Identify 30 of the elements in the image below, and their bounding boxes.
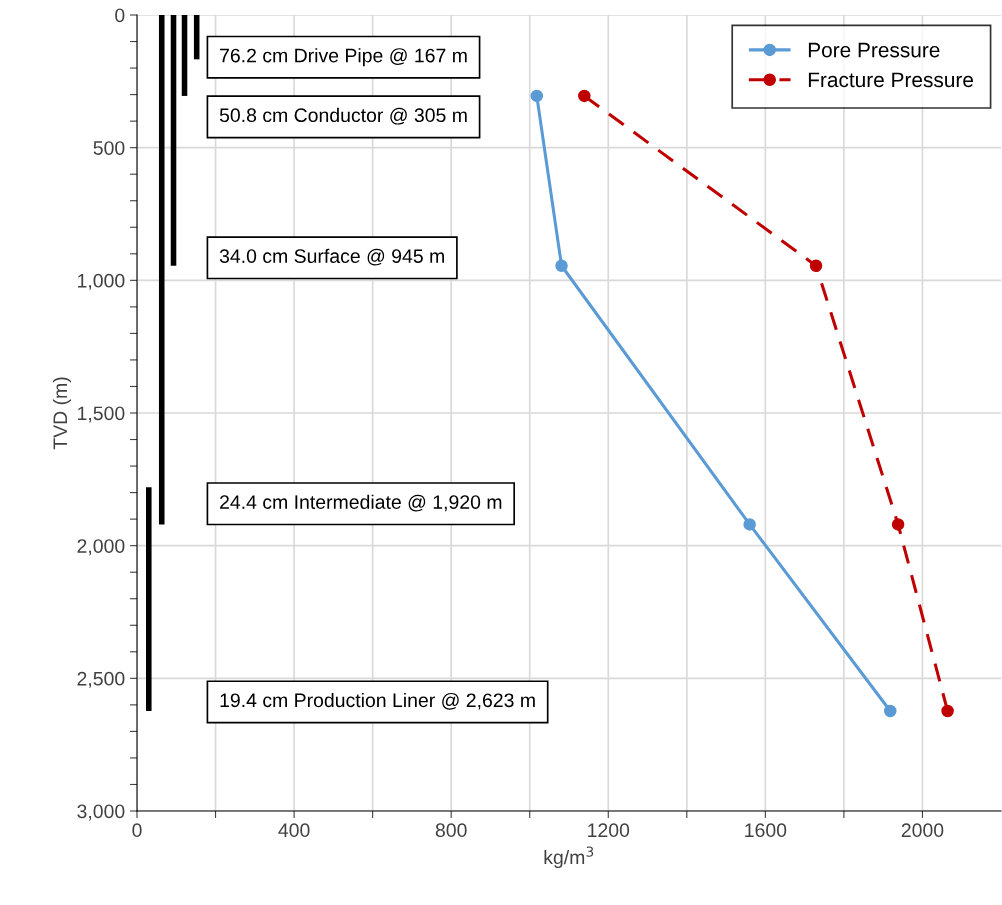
x-tick-label: 800	[435, 823, 467, 838]
point	[809, 259, 823, 272]
point	[578, 89, 591, 103]
x-tick-label: 400	[278, 823, 310, 838]
annotation: 24.4 cm Intermediate @ 1,920 m	[220, 494, 502, 512]
y-tick-label: 2,500	[77, 671, 125, 688]
x-tick-label: 2000	[901, 823, 944, 838]
point	[555, 259, 568, 272]
legend-label: Fracture Pressure	[808, 72, 973, 88]
y-tick-label: 500	[93, 141, 125, 155]
annotation: 50.8 cm Conductor @ 305 m	[219, 107, 467, 125]
point	[743, 518, 756, 531]
y-tick-label: 2,000	[77, 539, 125, 556]
point	[891, 518, 905, 531]
annotation: 19.4 cm Production Liner @ 2,623 m	[220, 692, 535, 710]
y-tick-label: 1,000	[78, 273, 125, 290]
annotation: 76.2 cm Drive Pipe @ 167 m	[220, 48, 467, 67]
y-tick-label: 1,500	[78, 406, 125, 423]
annotation: 34.0 cm Surface @ 945 m	[219, 248, 444, 266]
y-axis-title: TVD (m)	[52, 377, 71, 450]
point	[884, 704, 897, 718]
legend-label: Pore Pressure	[808, 42, 940, 58]
x-tick-label: 0	[132, 823, 142, 838]
x-tick-label: 1200	[588, 823, 630, 838]
y-tick-label: 3,000	[77, 804, 125, 821]
point	[530, 89, 544, 103]
x-axis-title: kg/m$^{3}$	[544, 846, 594, 869]
point	[941, 704, 954, 718]
x-tick-label: 1600	[745, 823, 787, 838]
y-tick-label: 0	[115, 8, 125, 23]
